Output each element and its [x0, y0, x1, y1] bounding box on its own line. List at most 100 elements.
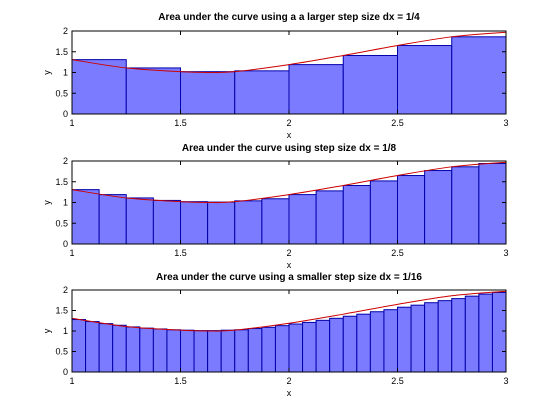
bar: [424, 302, 439, 373]
bar: [288, 64, 344, 115]
bar: [261, 326, 276, 373]
y-tick-label: 1: [63, 198, 68, 208]
subplot-2: 1 1.5 2 2.5 3 0 0.5 1 1.5 2 Area under the curve u…: [42, 143, 509, 270]
y-tick-label: 0.5: [55, 218, 68, 228]
bar: [152, 328, 168, 373]
bar: [383, 309, 398, 373]
x-axis-label: x: [287, 260, 292, 270]
bar: [152, 199, 181, 245]
bar: [71, 189, 100, 245]
bar: [180, 201, 209, 245]
bar: [234, 329, 249, 373]
bar: [98, 323, 114, 373]
bar: [451, 36, 507, 115]
y-tick-label: 1: [63, 68, 68, 78]
bar: [315, 319, 331, 373]
bar: [112, 324, 127, 373]
y-tick-label: 0.5: [55, 88, 68, 98]
x-tick-label: 2.5: [391, 376, 404, 386]
x-tick-label: 1: [69, 248, 74, 258]
bar: [369, 311, 385, 373]
bar: [491, 291, 507, 373]
bar: [397, 306, 412, 373]
x-tick-label: 3: [503, 118, 508, 128]
y-tick-label: 0.5: [55, 347, 68, 357]
bar: [464, 295, 480, 373]
bar: [451, 298, 466, 373]
chart-title: Area under the curve using a smaller ste…: [156, 272, 422, 283]
bar: [315, 190, 344, 245]
y-tick-label: 2: [63, 156, 68, 166]
bar: [329, 317, 344, 373]
bar: [125, 197, 154, 245]
bar: [234, 200, 263, 245]
bar: [302, 321, 317, 373]
bar: [437, 300, 453, 373]
bar: [180, 329, 195, 373]
y-tick-label: 1.5: [55, 47, 68, 57]
x-tick-label: 1: [69, 118, 74, 128]
bar: [193, 330, 209, 373]
x-tick-label: 2: [286, 248, 291, 258]
x-tick-label: 2.5: [391, 248, 404, 258]
y-tick-label: 1.5: [55, 306, 68, 316]
bar: [369, 180, 398, 245]
bar: [356, 313, 371, 373]
function-curve: [71, 31, 507, 74]
x-tick-label: 2: [286, 118, 291, 128]
bar: [478, 293, 493, 373]
bar: [85, 321, 100, 373]
bar: [274, 325, 290, 373]
bar: [247, 328, 263, 373]
y-tick-label: 0: [63, 109, 68, 119]
x-tick-label: 1.5: [174, 248, 187, 258]
y-tick-label: 1.5: [55, 177, 68, 187]
bar: [125, 67, 181, 115]
y-axis-label: y: [42, 328, 52, 333]
x-tick-label: 1.5: [174, 118, 187, 128]
x-tick-label: 1: [69, 376, 74, 386]
x-tick-label: 3: [503, 248, 508, 258]
bar: [220, 329, 236, 373]
y-tick-label: 0: [63, 367, 68, 377]
bar: [451, 166, 480, 245]
bar: [261, 198, 290, 245]
y-axis-label: y: [42, 200, 52, 205]
y-tick-label: 2: [63, 285, 68, 295]
bar: [288, 194, 317, 245]
y-tick-label: 0: [63, 239, 68, 249]
subplot-1: 1 1.5 2 2.5 3 0 0.5 1 1.5 2 Area under the curve u…: [42, 12, 509, 140]
x-axis-label: x: [287, 388, 292, 398]
bar: [207, 201, 236, 245]
bar: [478, 162, 507, 245]
x-tick-label: 3: [503, 376, 508, 386]
bar: [139, 327, 154, 373]
y-tick-label: 1: [63, 326, 68, 336]
subplot-3: 1 1.5 2 2.5 3 0 0.5 1 1.5 2 Area under the curve u…: [42, 272, 509, 398]
x-axis-label: x: [287, 130, 292, 140]
bar: [98, 194, 127, 245]
function-curve: [71, 161, 507, 204]
bar: [397, 45, 453, 115]
chart-title: Area under the curve using step size dx …: [182, 143, 397, 154]
bar: [342, 184, 371, 245]
bar: [397, 175, 426, 245]
x-tick-label: 2: [286, 376, 291, 386]
function-curve: [71, 290, 507, 332]
bar: [207, 330, 222, 373]
bar: [125, 326, 141, 373]
bar: [71, 59, 127, 115]
bar: [342, 315, 358, 373]
bar: [342, 54, 398, 115]
bar: [166, 329, 181, 373]
bar: [234, 70, 290, 115]
bar: [288, 323, 304, 373]
bar: [424, 170, 453, 245]
x-tick-label: 2.5: [391, 118, 404, 128]
y-tick-label: 2: [63, 26, 68, 36]
bar: [410, 304, 426, 373]
bar: [180, 71, 236, 115]
bar: [71, 319, 87, 373]
x-tick-label: 1.5: [174, 376, 187, 386]
